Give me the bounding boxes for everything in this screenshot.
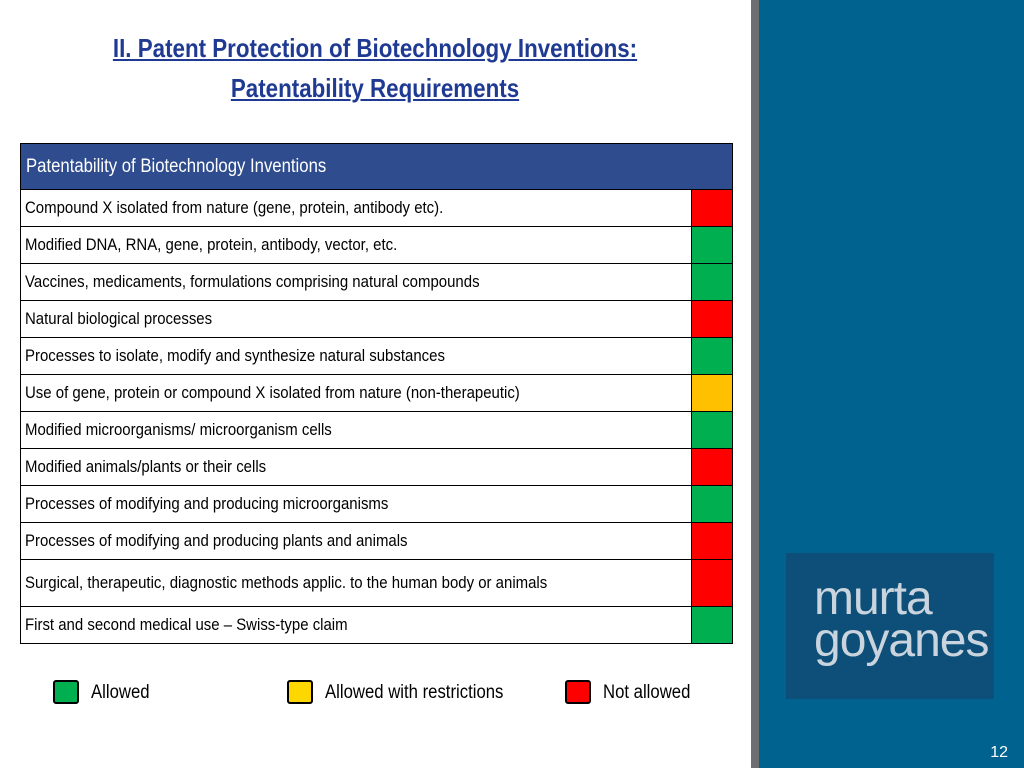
- row-label-cell: Processes of modifying and producing mic…: [20, 485, 692, 523]
- table-header-row: Patentability of Biotechnology Invention…: [20, 143, 733, 190]
- legend-swatch-not-allowed: [565, 680, 591, 704]
- row-label: Use of gene, protein or compound X isola…: [25, 383, 520, 402]
- status-cell: [691, 485, 733, 523]
- row-label: Modified microorganisms/ microorganism c…: [25, 420, 332, 439]
- title-line-2: Patentability Requirements: [230, 73, 520, 103]
- table-row: First and second medical use – Swiss-typ…: [20, 606, 733, 644]
- row-label-cell: Modified DNA, RNA, gene, protein, antibo…: [20, 226, 692, 264]
- row-label: First and second medical use – Swiss-typ…: [25, 615, 348, 634]
- logo-line-2: goyanes: [814, 614, 989, 667]
- logo-line-1: murta: [814, 572, 933, 625]
- status-cell: [691, 337, 733, 375]
- table-row: Surgical, therapeutic, diagnostic method…: [20, 559, 733, 607]
- page-number: 12: [990, 744, 1008, 761]
- row-label: Modified animals/plants or their cells: [25, 457, 267, 476]
- status-cell: [691, 300, 733, 338]
- table-row: Modified animals/plants or their cells: [20, 448, 733, 486]
- table-row: Use of gene, protein or compound X isola…: [20, 374, 733, 412]
- status-cell: [691, 522, 733, 560]
- row-label-cell: Processes of modifying and producing pla…: [20, 522, 692, 560]
- status-cell: [691, 226, 733, 264]
- row-label: Processes of modifying and producing pla…: [25, 531, 408, 550]
- table-header-label: Patentability of Biotechnology Invention…: [26, 155, 327, 177]
- patentability-table: Patentability of Biotechnology Invention…: [20, 143, 733, 644]
- status-cell: [691, 411, 733, 449]
- row-label: Natural biological processes: [25, 309, 213, 328]
- status-cell: [691, 263, 733, 301]
- row-label-cell: First and second medical use – Swiss-typ…: [20, 606, 692, 644]
- legend-swatch-allowed: [53, 680, 79, 704]
- table-row: Modified DNA, RNA, gene, protein, antibo…: [20, 226, 733, 264]
- status-cell: [691, 559, 733, 607]
- status-cell: [691, 374, 733, 412]
- row-label: Processes of modifying and producing mic…: [25, 494, 389, 513]
- legend-label-restricted: Allowed with restrictions: [325, 682, 504, 703]
- table-row: Natural biological processes: [20, 300, 733, 338]
- table-row: Compound X isolated from nature (gene, p…: [20, 189, 733, 227]
- legend-swatch-restricted: [287, 680, 313, 704]
- side-stripe: [751, 0, 759, 768]
- row-label: Surgical, therapeutic, diagnostic method…: [25, 573, 548, 592]
- company-logo: murta goyanes: [786, 553, 994, 699]
- row-label-cell: Use of gene, protein or compound X isola…: [20, 374, 692, 412]
- title-line-1: II. Patent Protection of Biotechnology I…: [112, 33, 638, 63]
- slide-title: II. Patent Protection of Biotechnology I…: [70, 28, 681, 108]
- status-cell: [691, 189, 733, 227]
- status-cell: [691, 606, 733, 644]
- row-label-cell: Processes to isolate, modify and synthes…: [20, 337, 692, 375]
- row-label-cell: Natural biological processes: [20, 300, 692, 338]
- legend-label-allowed: Allowed: [91, 682, 150, 703]
- table-row: Processes of modifying and producing mic…: [20, 485, 733, 523]
- table-row: Processes to isolate, modify and synthes…: [20, 337, 733, 375]
- table-row: Processes of modifying and producing pla…: [20, 522, 733, 560]
- table-header: Patentability of Biotechnology Invention…: [20, 143, 733, 190]
- row-label-cell: Compound X isolated from nature (gene, p…: [20, 189, 692, 227]
- row-label: Vaccines, medicaments, formulations comp…: [25, 272, 480, 291]
- table-row: Modified microorganisms/ microorganism c…: [20, 411, 733, 449]
- row-label: Modified DNA, RNA, gene, protein, antibo…: [25, 235, 398, 254]
- table-row: Vaccines, medicaments, formulations comp…: [20, 263, 733, 301]
- row-label-cell: Surgical, therapeutic, diagnostic method…: [20, 559, 692, 607]
- legend-label-not-allowed: Not allowed: [603, 682, 691, 703]
- row-label-cell: Modified animals/plants or their cells: [20, 448, 692, 486]
- row-label: Processes to isolate, modify and synthes…: [25, 346, 445, 365]
- row-label-cell: Modified microorganisms/ microorganism c…: [20, 411, 692, 449]
- row-label-cell: Vaccines, medicaments, formulations comp…: [20, 263, 692, 301]
- row-label: Compound X isolated from nature (gene, p…: [25, 198, 444, 217]
- status-cell: [691, 448, 733, 486]
